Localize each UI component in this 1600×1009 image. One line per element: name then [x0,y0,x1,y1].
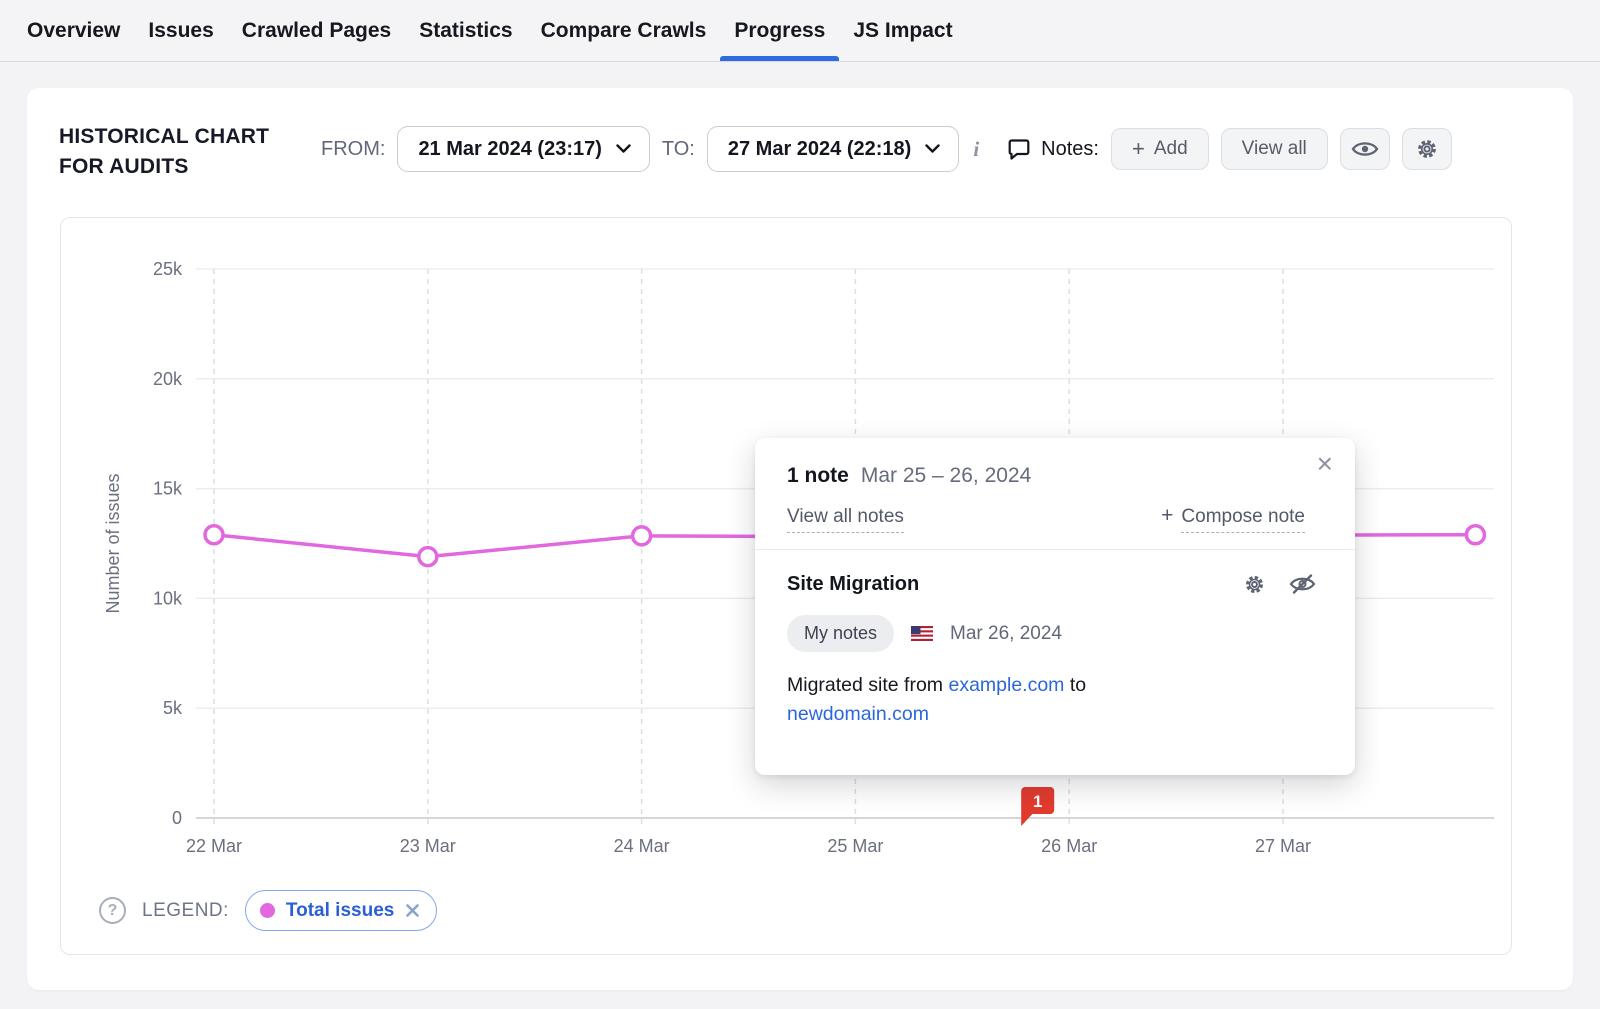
svg-text:22 Mar: 22 Mar [186,836,242,856]
series-color-dot [259,903,275,918]
to-label: TO: [661,137,695,160]
newdomain-com-link[interactable]: newdomain.com [787,703,929,726]
svg-text:27 Mar: 27 Mar [1255,836,1311,856]
tab-issues[interactable]: Issues [148,18,214,42]
legend-help-icon[interactable]: ? [99,897,126,924]
svg-text:25k: 25k [153,259,183,279]
note-settings-gear-icon[interactable] [1243,573,1266,596]
top-tab-bar: Overview Issues Crawled Pages Statistics… [0,0,1600,62]
tab-compare-crawls[interactable]: Compare Crawls [540,18,707,42]
from-label: FROM: [321,137,386,160]
svg-text:23 Mar: 23 Mar [400,836,456,856]
us-flag-icon [911,626,934,641]
svg-text:5k: 5k [163,698,183,718]
view-all-notes-link[interactable]: View all notes [787,506,904,533]
note-body-text: Migrated site from example.com to newdom… [787,674,1087,726]
info-icon[interactable]: i [973,136,980,161]
remove-series-icon[interactable] [405,903,420,918]
compose-note-link[interactable]: + Compose note [1161,504,1305,533]
svg-text:24 Mar: 24 Mar [614,836,670,856]
tab-js-impact[interactable]: JS Impact [853,18,953,42]
note-date-range: Mar 25 – 26, 2024 [860,464,1032,487]
tab-crawled-pages[interactable]: Crawled Pages [241,18,392,42]
card-title: Historical chart for audits [59,125,270,178]
svg-text:26 Mar: 26 Mar [1041,836,1097,856]
tab-progress[interactable]: Progress [720,0,840,61]
note-title: Site Migration [787,572,920,595]
popup-links-row: View all notes + Compose note [787,504,1327,533]
to-date-select[interactable]: 27 Mar 2024 (22:18) [706,126,960,172]
note-title-row: Site Migration [787,572,1327,596]
svg-text:25 Mar: 25 Mar [827,836,883,856]
legend-item-total-issues[interactable]: Total issues [244,890,438,931]
chevron-down-icon [925,144,941,153]
chart-controls: FROM: 21 Mar 2024 (23:17) TO: 27 Mar 202… [321,126,1452,172]
svg-text:10k: 10k [153,588,183,608]
popup-divider [755,549,1355,550]
notes-label: Notes: [1041,137,1099,160]
tab-statistics[interactable]: Statistics [419,18,513,42]
my-notes-badge: My notes [787,615,895,652]
note-actions [1243,572,1317,596]
gear-icon [1417,140,1436,158]
chevron-down-icon [616,144,631,153]
from-date-select[interactable]: 21 Mar 2024 (23:17) [397,126,650,172]
chart-settings-button[interactable] [1401,128,1452,170]
svg-text:Number of issues: Number of issues [103,473,123,613]
legend-label: LEGEND: [142,899,229,921]
eye-icon [1351,142,1379,156]
svg-text:1: 1 [1033,792,1042,811]
example-com-link[interactable]: example.com [948,674,1065,696]
svg-text:15k: 15k [153,479,183,499]
note-meta-row: My notes Mar 26, 2024 [787,615,1327,652]
add-note-button[interactable]: + Add [1110,128,1209,170]
popup-header: 1 note Mar 25 – 26, 2024 [787,464,1327,488]
note-date: Mar 26, 2024 [950,622,1062,644]
chart-legend: ? LEGEND: Total issues [99,890,438,931]
tab-overview[interactable]: Overview [27,18,121,42]
close-popup-icon[interactable]: × [1316,448,1333,479]
notes-group: Notes: [1007,138,1099,161]
view-all-notes-button[interactable]: View all [1220,128,1328,170]
svg-text:20k: 20k [153,369,183,389]
plus-icon: + [1161,504,1174,527]
note-count: 1 note [787,464,849,487]
note-bubble-icon [1008,138,1030,160]
note-popup: × 1 note Mar 25 – 26, 2024 View all note… [755,438,1355,775]
toggle-notes-visibility-button[interactable] [1339,128,1390,170]
hide-note-eye-off-icon[interactable] [1288,572,1317,596]
svg-text:0: 0 [172,808,182,828]
